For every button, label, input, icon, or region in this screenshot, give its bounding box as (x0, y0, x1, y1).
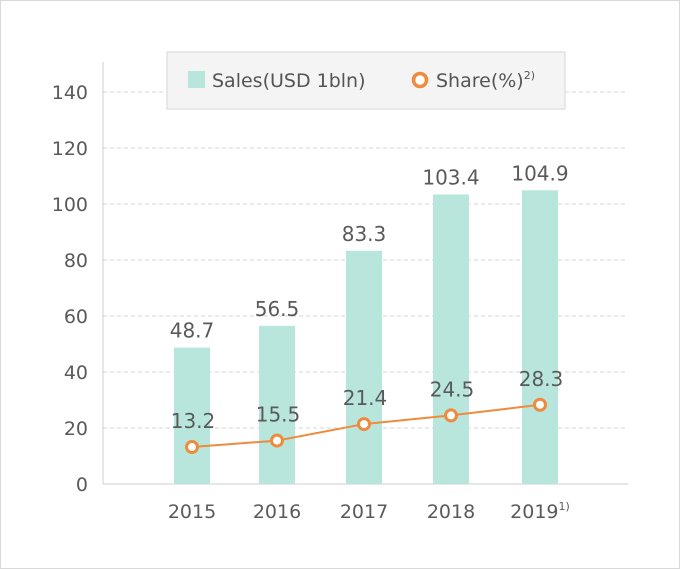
y-tick-label: 140 (52, 82, 88, 104)
sales-bar (259, 325, 295, 484)
line-data-labels: 13.2 15.5 21.4 24.5 28.3 (171, 367, 564, 433)
bar-series (174, 190, 558, 485)
y-tick-labels: 0 20 40 60 80 100 120 140 (52, 82, 88, 496)
legend-box (166, 51, 566, 110)
x-tick-label: 2015 (168, 501, 216, 523)
sales-bar (522, 190, 558, 484)
y-tick-label: 20 (64, 418, 88, 440)
x-tick-labels: 2015 2016 2017 2018 20191) (168, 500, 570, 523)
share-point (444, 408, 458, 423)
x-tick-label: 2018 (427, 501, 475, 523)
line-series (185, 397, 547, 455)
y-tick-label: 80 (64, 250, 88, 272)
legend-sales-label: Sales(USD 1bln) (212, 70, 366, 92)
legend: Sales(USD 1bln) Share(%)2) (166, 51, 566, 110)
x-tick-label: 2016 (253, 501, 301, 523)
legend-bar-swatch (188, 71, 205, 88)
share-point (185, 440, 199, 455)
share-data-label: 15.5 (256, 403, 301, 427)
sales-data-label: 83.3 (342, 222, 387, 246)
legend-share-marker (411, 71, 429, 89)
bar-data-labels: 48.7 56.5 83.3 103.4 104.9 (170, 161, 569, 342)
y-tick-label: 40 (64, 362, 88, 384)
share-data-label: 28.3 (519, 367, 564, 391)
x-tick-label: 20191) (510, 500, 570, 523)
x-tick-label: 2017 (340, 501, 388, 523)
sales-bar (174, 347, 210, 484)
legend-share-name: Share(%) (436, 70, 524, 92)
sales-data-label: 104.9 (511, 161, 568, 185)
share-point (270, 433, 284, 448)
y-tick-label: 0 (76, 474, 88, 496)
share-point (357, 417, 371, 432)
sales-data-label: 103.4 (422, 165, 479, 189)
share-data-label: 24.5 (430, 377, 475, 401)
y-tick-label: 100 (52, 194, 88, 216)
y-tick-label: 120 (52, 138, 88, 160)
sales-bar (433, 194, 469, 485)
legend-share-note: 2) (524, 69, 535, 82)
y-tick-label: 60 (64, 306, 88, 328)
share-data-label: 21.4 (343, 386, 388, 410)
share-data-label: 13.2 (171, 409, 216, 433)
sales-data-label: 56.5 (255, 297, 300, 321)
legend-share-label: Share(%)2) (436, 69, 535, 92)
sales-data-label: 48.7 (170, 319, 215, 343)
sales-bar (346, 250, 382, 484)
share-point (533, 397, 547, 412)
